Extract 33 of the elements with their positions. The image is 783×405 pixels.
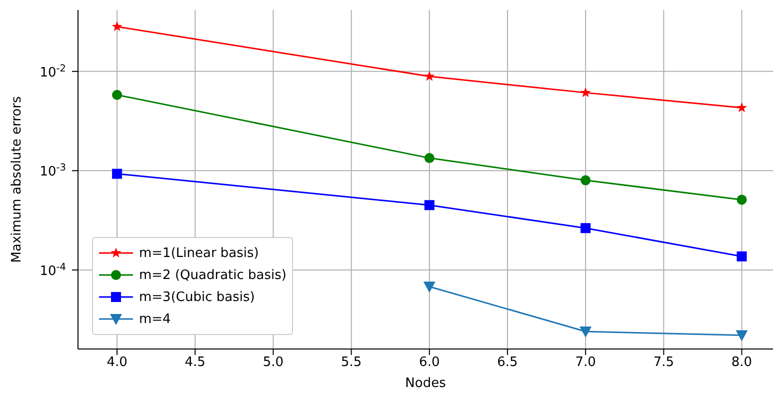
legend-label: m=4 xyxy=(139,312,171,326)
x-tick-label: 6.0 xyxy=(419,355,440,370)
point xyxy=(112,90,122,100)
legend-label: m=1(Linear basis) xyxy=(139,246,259,260)
x-tick-label: 7.5 xyxy=(653,355,674,370)
point xyxy=(580,175,591,186)
point xyxy=(736,251,747,262)
x-tick-label: 7.0 xyxy=(575,355,596,370)
point xyxy=(424,70,435,81)
x-axis-title: Nodes xyxy=(405,376,446,391)
x-tick-label: 5.5 xyxy=(340,355,362,370)
y-tick-label: 10$^{-2}$ xyxy=(40,62,66,80)
point xyxy=(580,87,591,98)
point xyxy=(112,168,122,179)
legend-label: m=2 (Quadratic basis) xyxy=(139,268,286,282)
point xyxy=(736,330,748,342)
x-tick-label: 5.0 xyxy=(262,355,284,370)
point xyxy=(424,153,434,164)
point xyxy=(580,223,591,234)
point xyxy=(736,194,747,205)
y-tick-label: 10$^{-3}$ xyxy=(40,162,66,180)
point xyxy=(112,21,122,32)
x-tick-label: 8.0 xyxy=(731,355,752,370)
point xyxy=(736,102,747,112)
y-tick-label: 10$^{-4}$ xyxy=(40,261,66,279)
point xyxy=(424,200,434,210)
point xyxy=(423,282,436,293)
legend-label: m=3(Cubic basis) xyxy=(139,290,255,304)
x-tick-label: 4.0 xyxy=(106,355,128,370)
y-axis-title: Maximum absolute errors xyxy=(10,96,25,263)
x-tick-label: 4.5 xyxy=(184,355,206,370)
x-tick-label: 6.5 xyxy=(497,355,518,370)
point xyxy=(580,326,592,338)
